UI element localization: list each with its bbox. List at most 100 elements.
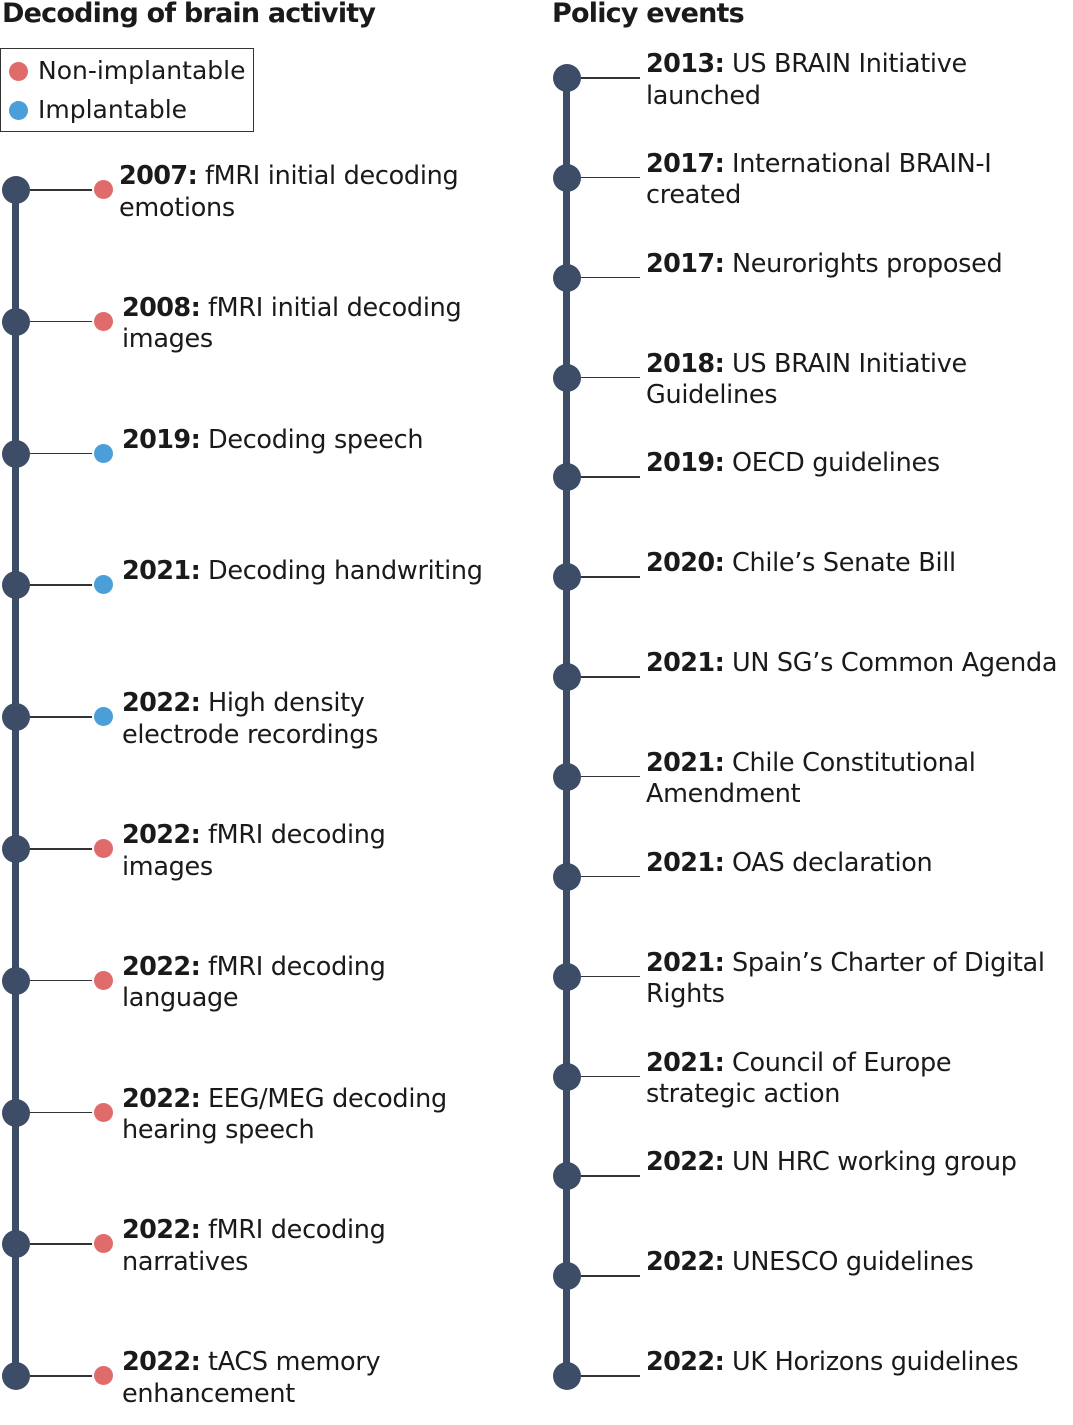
- event-text: fMRI decoding: [200, 951, 386, 982]
- event-label: 2021: UN SG’s Common Agenda: [646, 648, 1058, 680]
- legend: Non-implantable Implantable: [0, 48, 254, 132]
- event-label: 2022: High density electrode recordings: [122, 688, 378, 751]
- timeline-node: [553, 1362, 581, 1391]
- timeline-connector: [30, 320, 92, 323]
- implantable-dot-icon: [9, 101, 28, 120]
- event-year: 2017:: [646, 148, 725, 179]
- implantable-dot-icon: [94, 443, 113, 463]
- event-text: images: [122, 851, 213, 882]
- event-year: 2022:: [122, 1347, 201, 1378]
- event-label: 2022: UK Horizons guidelines: [646, 1347, 1019, 1379]
- event-text: launched: [646, 80, 761, 111]
- legend-label: Non-implantable: [38, 56, 246, 85]
- event-text: Council of Europe: [724, 1047, 952, 1078]
- timeline-connector: [581, 276, 640, 279]
- timeline-connector: [30, 1243, 92, 1245]
- event-text: OECD guidelines: [724, 448, 940, 479]
- event-year: 2008:: [122, 292, 201, 323]
- timeline-node: [2, 703, 30, 732]
- event-label: 2022: UNESCO guidelines: [646, 1247, 974, 1279]
- event-year: 2022:: [646, 1247, 725, 1278]
- legend-item-non-implantable: Non-implantable: [9, 56, 245, 86]
- timeline-node: [553, 1262, 581, 1291]
- event-text: EEG/MEG decoding: [200, 1083, 447, 1114]
- event-label: 2021: Spain’s Charter of Digital Rights: [646, 948, 1045, 1011]
- event-label: 2020: Chile’s Senate Bill: [646, 548, 956, 580]
- event-text: Chile Constitutional: [724, 747, 976, 778]
- event-year: 2022:: [646, 1347, 725, 1378]
- non-implantable-dot-icon: [94, 1102, 113, 1122]
- timeline-connector: [581, 676, 640, 678]
- event-year: 2019:: [122, 424, 201, 455]
- timeline-connector: [581, 77, 640, 79]
- left-timeline-title: Decoding of brain activity: [2, 0, 376, 29]
- event-year: 2021:: [646, 747, 725, 778]
- event-text: electrode recordings: [122, 719, 379, 750]
- event-text: UN HRC working group: [724, 1147, 1017, 1178]
- legend-item-implantable: Implantable: [9, 95, 187, 125]
- event-text: Chile’s Senate Bill: [724, 548, 956, 579]
- timeline-node: [553, 563, 581, 592]
- timeline-node: [2, 1362, 30, 1391]
- timeline-connector: [30, 979, 92, 982]
- implantable-dot-icon: [94, 707, 113, 727]
- event-text: Spain’s Charter of Digital: [724, 947, 1045, 978]
- event-label: 2007: fMRI initial decoding emotions: [119, 161, 459, 224]
- event-text: UN SG’s Common Agenda: [724, 648, 1058, 679]
- event-text: Guidelines: [646, 380, 778, 411]
- legend-label: Implantable: [38, 95, 188, 124]
- event-label: 2022: fMRI decoding language: [122, 952, 386, 1015]
- event-text: UK Horizons guidelines: [724, 1347, 1019, 1378]
- event-text: language: [122, 983, 239, 1014]
- event-year: 2021:: [646, 1047, 725, 1078]
- timeline-connector: [581, 576, 640, 578]
- event-text: Decoding speech: [200, 424, 424, 455]
- event-text: created: [646, 180, 742, 211]
- event-text: hearing speech: [122, 1115, 315, 1146]
- timeline-node: [553, 263, 581, 292]
- non-implantable-dot-icon: [94, 180, 113, 199]
- timeline-node: [553, 663, 581, 692]
- event-text: Amendment: [646, 779, 801, 810]
- non-implantable-dot-icon: [94, 1366, 113, 1386]
- timeline-connector: [581, 1375, 640, 1377]
- timeline-connector: [581, 176, 640, 179]
- event-text: emotions: [119, 192, 235, 223]
- timeline-connector: [30, 1111, 92, 1114]
- event-label: 2021: Council of Europe strategic action: [646, 1047, 952, 1111]
- event-label: 2021: Chile Constitutional Amendment: [646, 748, 976, 811]
- event-label: 2018: US BRAIN Initiative Guidelines: [646, 349, 967, 412]
- event-label: 2022: EEG/MEG decoding hearing speech: [122, 1084, 447, 1147]
- timeline-node: [553, 862, 581, 891]
- timeline-node: [553, 163, 581, 192]
- event-label: 2022: tACS memory enhancement: [122, 1347, 381, 1410]
- event-year: 2022:: [122, 688, 201, 719]
- timeline-node: [2, 439, 30, 468]
- timeline-connector: [30, 584, 92, 586]
- event-label: 2019: Decoding speech: [122, 425, 423, 457]
- event-label: 2017: International BRAIN-I created: [646, 148, 992, 212]
- event-label: 2008: fMRI initial decoding images: [122, 292, 462, 356]
- left-timeline-spine: [12, 190, 19, 1378]
- event-text: Neurorights proposed: [724, 248, 1003, 279]
- non-implantable-dot-icon: [94, 311, 113, 331]
- event-text: strategic action: [646, 1079, 841, 1109]
- timeline-node: [2, 176, 30, 204]
- timeline-connector: [30, 716, 92, 718]
- event-text: tACS memory: [200, 1347, 381, 1378]
- event-year: 2013:: [646, 49, 725, 79]
- timeline-node: [2, 835, 30, 863]
- right-timeline-spine: [563, 78, 570, 1378]
- event-year: 2021:: [646, 947, 725, 978]
- event-year: 2007:: [119, 161, 198, 191]
- event-label: 2021: Decoding handwriting: [122, 556, 483, 588]
- timeline-node: [553, 64, 581, 92]
- timeline-connector: [581, 1275, 640, 1277]
- timeline-connector: [581, 476, 640, 478]
- event-text: Decoding handwriting: [200, 556, 483, 587]
- event-year: 2021:: [646, 648, 725, 679]
- timeline-node: [553, 1062, 581, 1091]
- timeline-node: [2, 1230, 30, 1259]
- event-text: enhancement: [122, 1378, 295, 1409]
- event-year: 2022:: [122, 820, 201, 850]
